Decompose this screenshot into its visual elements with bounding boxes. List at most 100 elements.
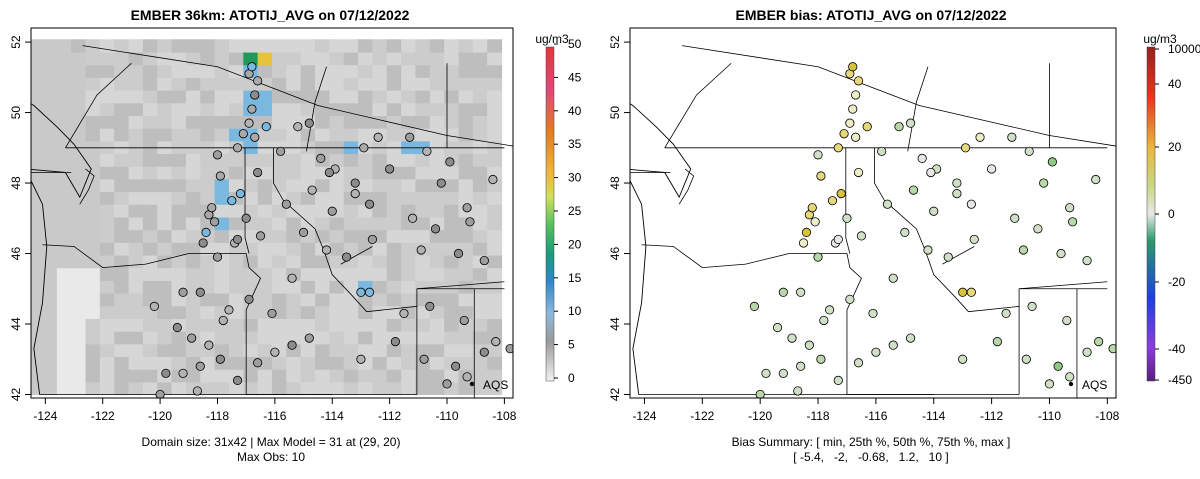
bias-point [1056,248,1066,259]
observation-point [212,252,223,262]
heatmap-cell [458,166,474,180]
heatmap-cell [415,77,431,91]
heatmap-cell [472,318,488,332]
heatmap-cell [415,191,431,205]
heatmap-cell [171,305,187,319]
heatmap-cell [372,115,388,129]
colorbar-bar [545,46,555,382]
observation-point [195,287,205,297]
heatmap-cell [200,64,216,78]
heatmap-cell [243,254,259,269]
heatmap-cell [386,242,402,256]
heatmap-cell [401,153,417,167]
heatmap-cell [142,267,158,281]
x-tick-label: -116 [864,409,887,423]
heatmap-cell [401,90,417,104]
observation-point [241,213,251,223]
heatmap-cell [272,166,287,180]
heatmap-cell [228,178,244,193]
model-heatmap [31,39,503,396]
heatmap-cell [386,115,402,129]
heatmap-cell [257,254,273,269]
heatmap-cell [429,191,445,205]
colorbar-tick-label: 30 [568,171,582,185]
heatmap-cell [85,140,101,155]
heatmap-cell [329,280,345,294]
heatmap-cell [200,153,216,167]
observation-point [488,174,498,185]
heatmap-cell [228,292,244,307]
heatmap-cell [171,216,187,231]
bias-point [906,333,916,343]
heatmap-cell [114,204,130,218]
bias-point [952,189,962,199]
heatmap-cell [315,51,330,66]
heatmap-cell [128,128,144,142]
heatmap-cell [99,128,115,142]
bias-point [796,361,806,371]
heatmap-cell [42,216,58,231]
heatmap-cell [372,343,388,358]
heatmap-cell [300,254,316,269]
heatmap-cell [31,77,44,91]
heatmap-cell [472,166,488,180]
heatmap-cell [444,280,460,294]
heatmap-cell [458,343,474,358]
heatmap-cell [243,305,259,319]
heatmap-cell [272,115,287,129]
bias-point [1021,354,1031,364]
heatmap-cell [458,292,474,307]
heatmap-cell [114,356,130,370]
heatmap-cell [142,166,158,180]
bias-point [845,294,855,304]
heatmap-cell [171,254,187,269]
heatmap-cell [358,153,374,167]
heatmap-cell [300,102,316,116]
heatmap-cell [71,292,87,307]
heatmap-cell [315,140,330,155]
heatmap-cell [415,267,431,281]
heatmap-cell [386,128,402,142]
heatmap-cell [228,90,244,104]
observation-point [215,171,225,181]
bias-point [845,118,855,128]
heatmap-cell [300,153,316,167]
legend-label: AQS [483,378,508,392]
observation-point [238,129,248,139]
heatmap-cell [343,356,359,370]
heatmap-cell [444,77,460,91]
heatmap-cell [272,39,287,53]
bias-panel: EMBER bias: ATOTIJ_AVG on 07/12/2022 -12… [608,7,1200,464]
heatmap-cell [300,128,316,142]
heatmap-cell [142,39,158,53]
heatmap-cell [114,153,130,167]
heatmap-cell [228,331,244,345]
heatmap-cell [128,166,144,180]
heatmap-cell [429,381,445,396]
heatmap-cell [444,343,460,358]
bias-points [749,62,1116,398]
heatmap-cell [372,153,388,167]
heatmap-cell [114,318,130,332]
heatmap-cell [171,64,187,78]
bias-point [877,146,887,156]
heatmap-cell [71,381,87,396]
state-boundaries [31,45,513,398]
heatmap-cell [71,254,87,269]
heatmap-cell [185,64,201,78]
heatmap-cell [128,369,144,383]
heatmap-cell [99,356,115,370]
heatmap-cell [99,216,115,231]
heatmap-cell [315,267,330,281]
heatmap-cell [56,115,72,129]
heatmap-cell [85,51,101,66]
plot-frame [629,27,1117,399]
observation-point [356,354,366,364]
heatmap-cell [272,229,287,243]
observation-point [364,287,375,297]
heatmap-cell [343,381,359,396]
observation-point [356,287,366,297]
heatmap-cell [444,178,460,193]
observation-point [304,118,314,128]
